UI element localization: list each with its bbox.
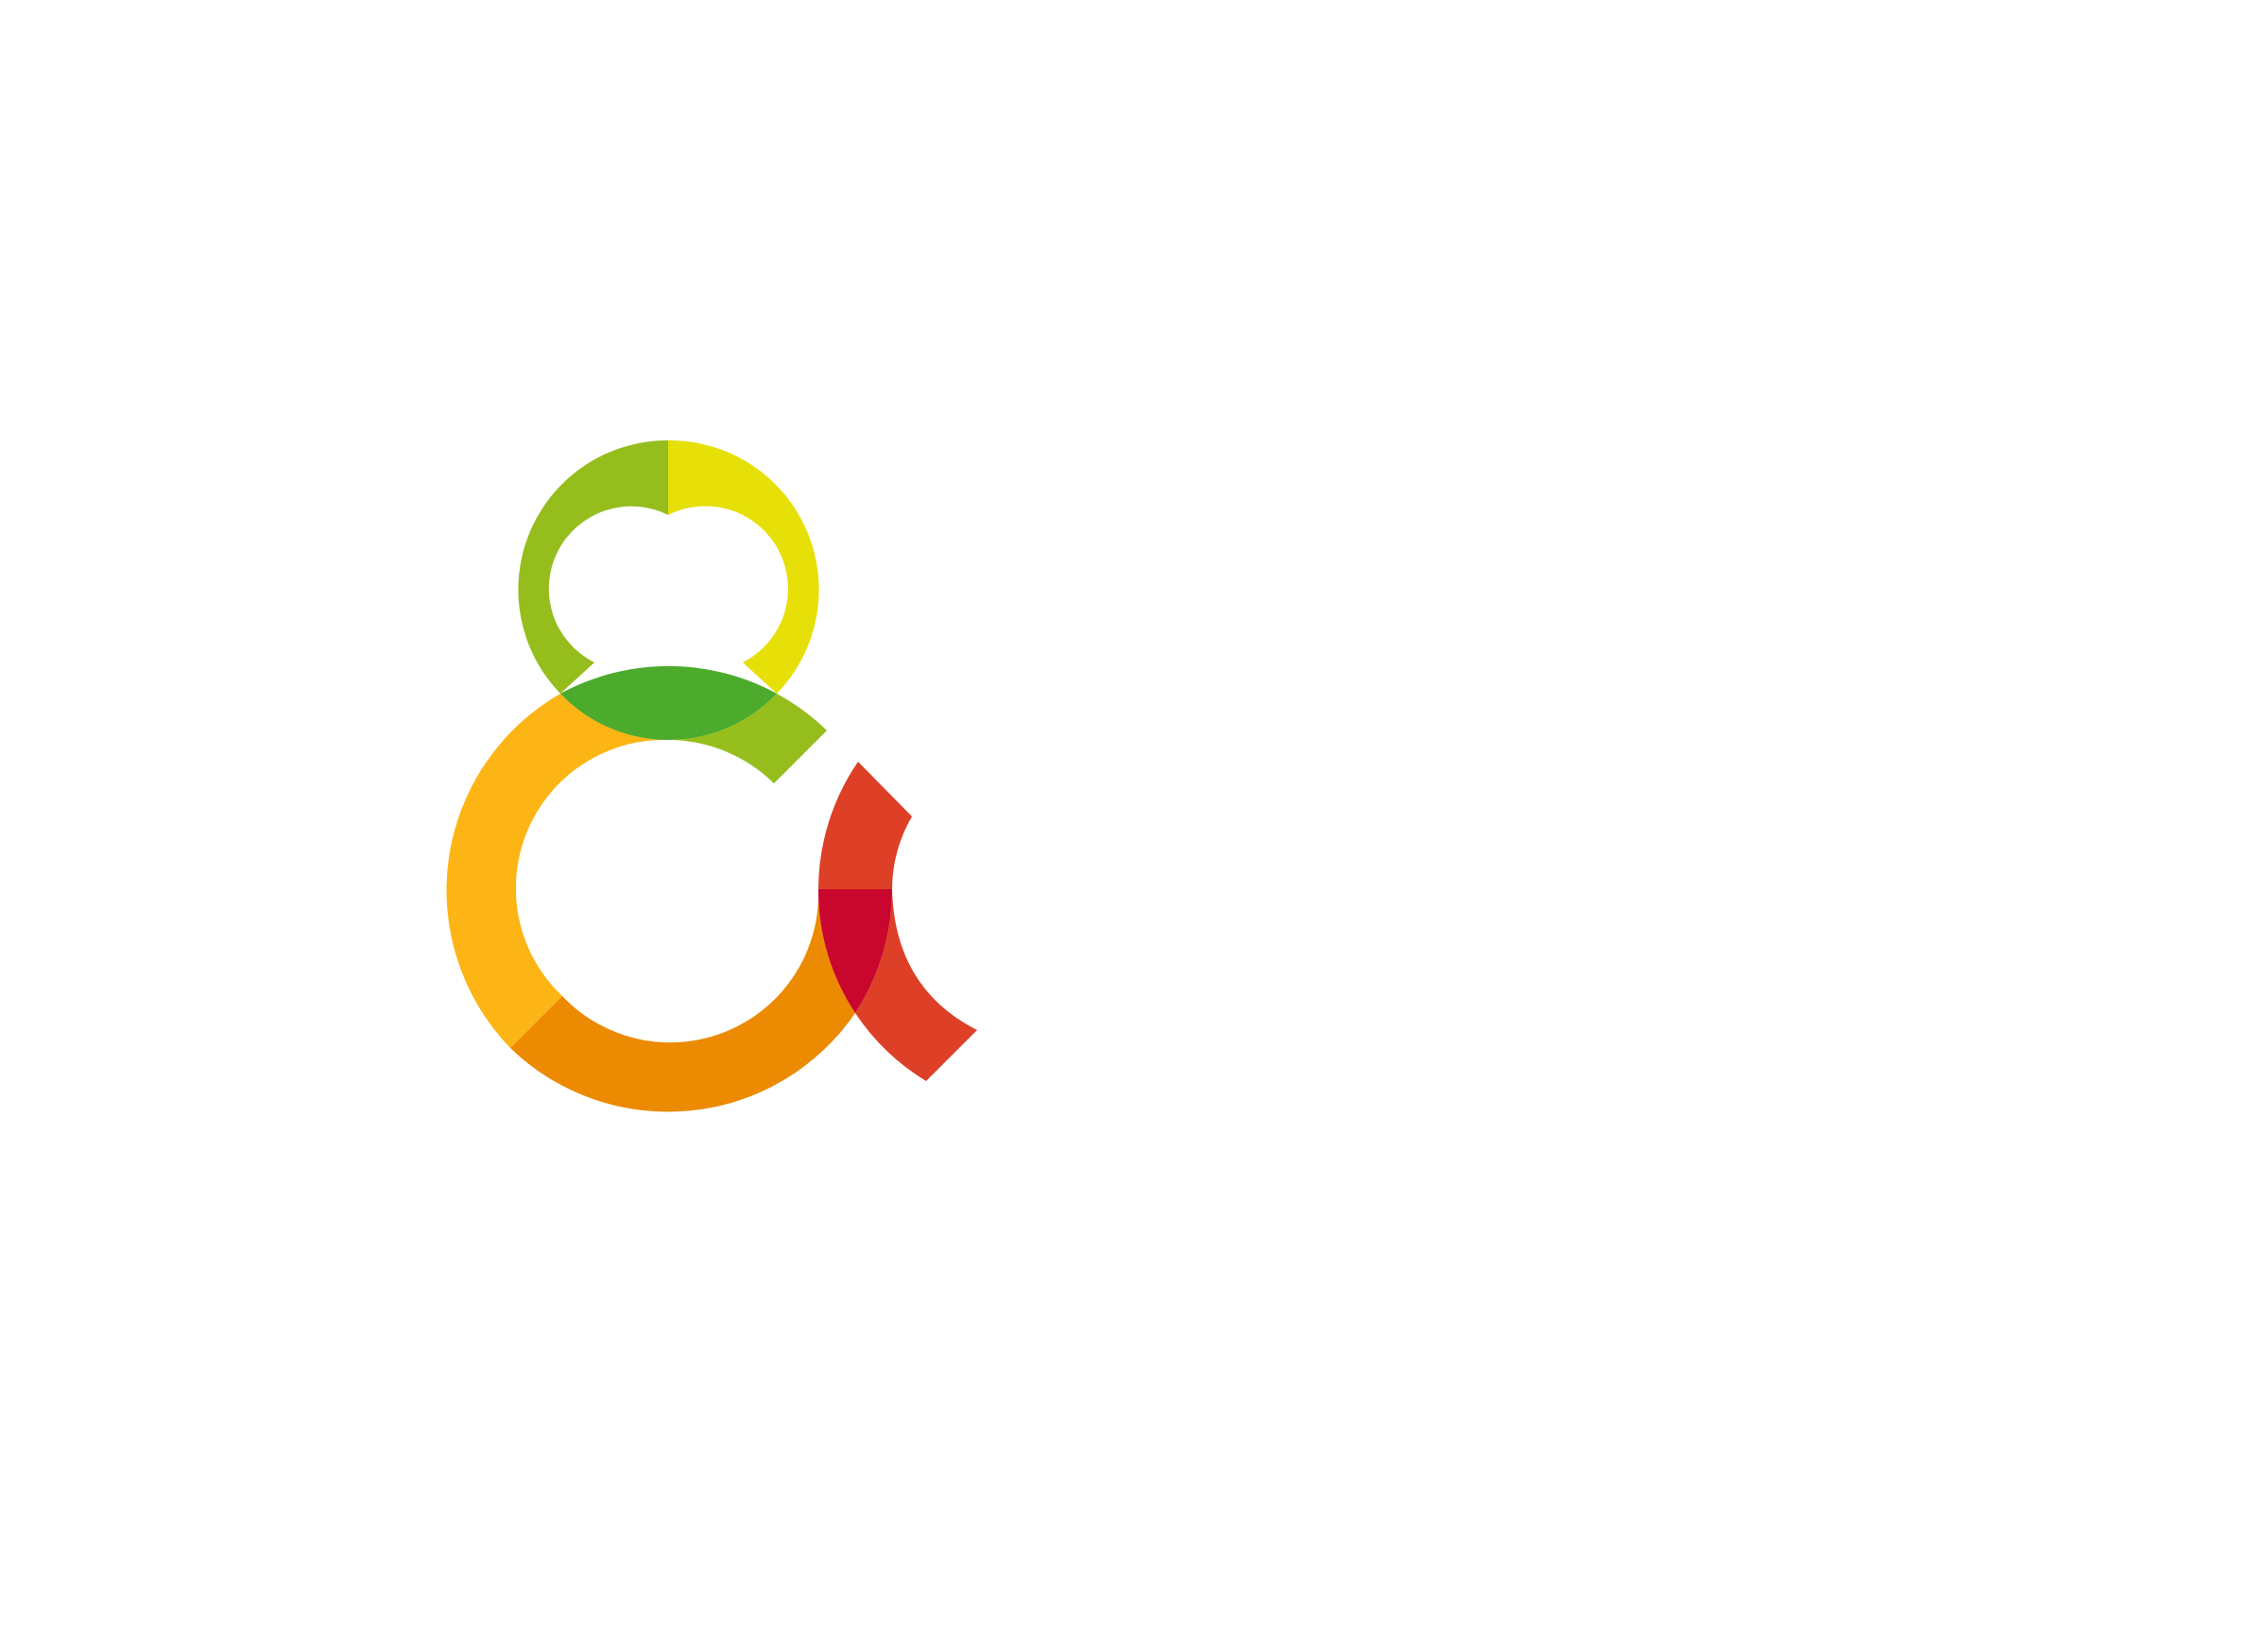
tail-upper-segment [818, 762, 912, 889]
large-ring-upper-right-segment [668, 694, 827, 783]
top-ring-right-segment [668, 439, 819, 694]
middle-overlap-segment [560, 665, 777, 741]
tail-lower-segment [855, 889, 977, 1081]
tail-overlap-segment [817, 889, 892, 1013]
large-ring-left-segment [446, 694, 668, 1048]
large-ring-bottom-segment [510, 889, 855, 1112]
top-ring-left-segment [518, 439, 668, 694]
